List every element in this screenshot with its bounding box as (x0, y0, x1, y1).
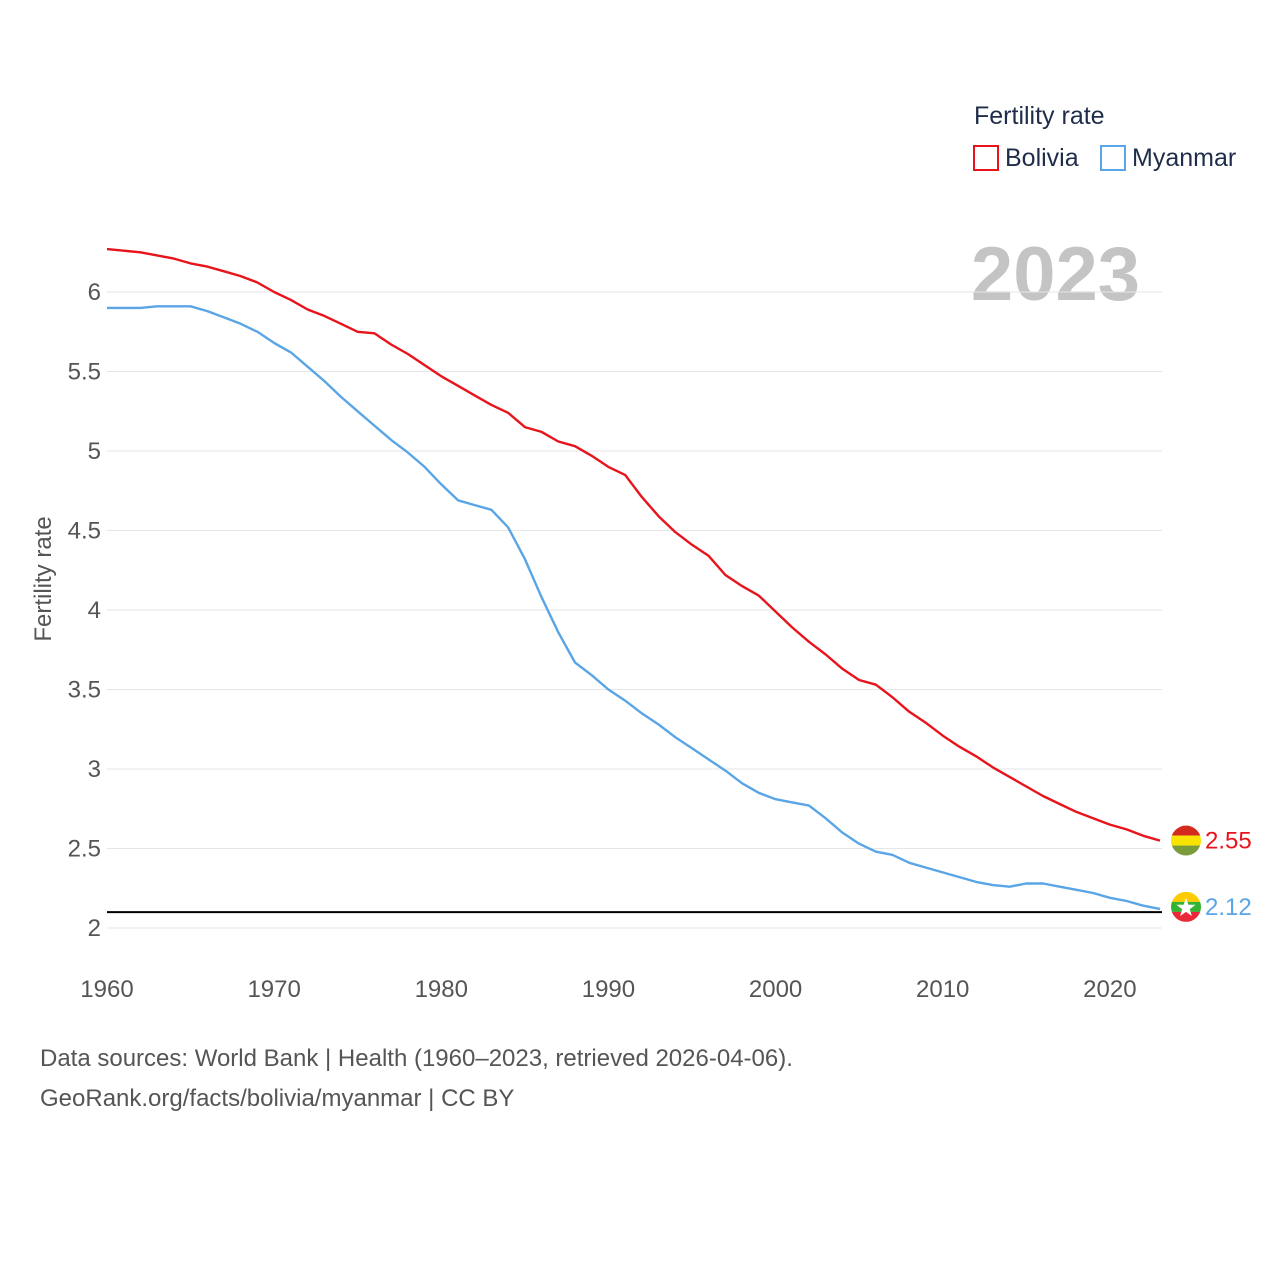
series-line-bolivia (106, 247, 1161, 842)
year-stamp: 2023 (971, 232, 1140, 317)
series-line-myanmar (107, 305, 1161, 911)
x-tick-label: 2020 (1083, 976, 1136, 1003)
source-line-1: Data sources: World Bank | Health (1960–… (40, 1045, 793, 1072)
x-tick-label: 1980 (415, 976, 468, 1003)
bolivia-flag-icon (1171, 825, 1201, 856)
y-tick-label: 5 (88, 438, 101, 465)
y-tick-label: 6 (88, 279, 101, 306)
grid-lines (107, 291, 1162, 929)
series-lines (106, 247, 1161, 911)
x-tick-label: 1960 (80, 976, 133, 1003)
legend-swatch-myanmar[interactable] (1100, 145, 1126, 171)
y-tick-label: 4.5 (68, 518, 101, 545)
y-axis-title: Fertility rate (30, 516, 57, 641)
axis-ticks: 2 2.5 3 3.5 4 4.5 5 5.5 6 1960 1970 1980 1990 2000 201… (68, 279, 1137, 1003)
x-tick-label: 1970 (247, 976, 300, 1003)
y-tick-label: 3 (88, 756, 101, 783)
x-tick-label: 1990 (582, 976, 635, 1003)
legend-title: Fertility rate (974, 102, 1105, 130)
y-tick-label: 3.5 (68, 677, 101, 704)
source-line-2: GeoRank.org/facts/bolivia/myanmar | CC B… (40, 1085, 515, 1112)
legend-label-bolivia[interactable]: Bolivia (1005, 144, 1079, 172)
end-value-bolivia: 2.55 (1205, 828, 1252, 855)
y-tick-label: 4 (88, 597, 101, 624)
y-tick-label: 2.5 (68, 836, 101, 863)
x-tick-label: 2010 (916, 976, 969, 1003)
myanmar-flag-icon (1171, 891, 1201, 922)
y-tick-label: 5.5 (68, 359, 101, 386)
end-value-myanmar: 2.12 (1205, 894, 1252, 921)
legend-swatch-bolivia[interactable] (973, 145, 999, 171)
x-tick-label: 2000 (749, 976, 802, 1003)
legend-label-myanmar[interactable]: Myanmar (1132, 144, 1236, 172)
y-tick-label: 2 (88, 915, 101, 942)
